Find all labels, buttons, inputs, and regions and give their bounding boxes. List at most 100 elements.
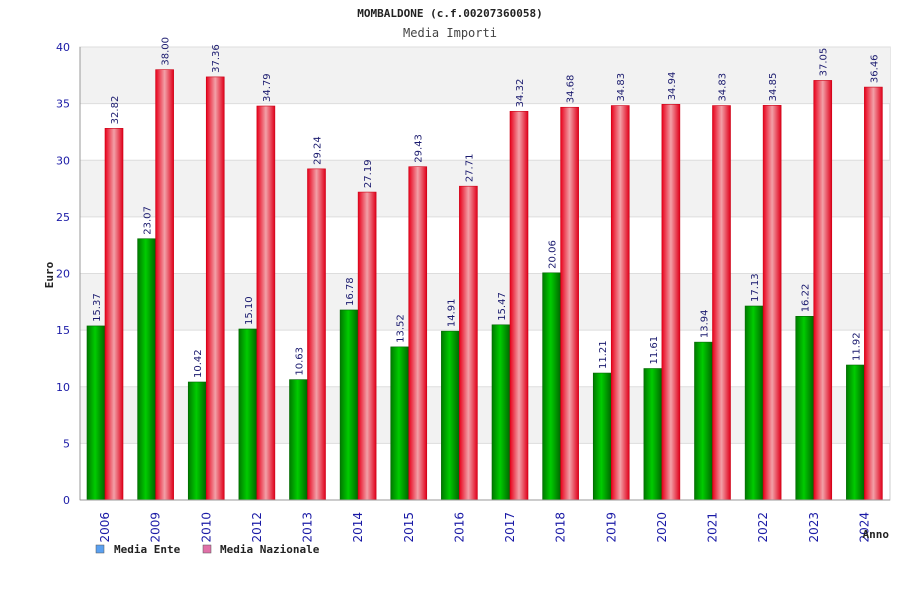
y-axis: 0 5 10 15 20 25 30 35 40 (56, 41, 890, 507)
bar-media-nazionale-2015 (408, 166, 428, 501)
bar-media-nazionale-2009 (155, 69, 174, 501)
bar-media-nazionale-2020 (661, 104, 681, 501)
chart-title: MOMBALDONE (c.f.00207360058) (357, 7, 542, 20)
bar-media-ente-2024 (846, 364, 865, 501)
y-tick-label: 25 (56, 211, 70, 224)
bar-media-nazionale-2014 (357, 191, 377, 501)
data-label-media-nazionale-2015: 29.43 (414, 134, 425, 163)
data-label-media-nazionale-2009: 38.00 (161, 37, 172, 66)
data-label-media-nazionale-2018: 34.68 (566, 75, 577, 104)
data-label-media-ente-2010: 10.42 (193, 349, 204, 378)
data-label-media-nazionale-2022: 34.85 (768, 73, 779, 102)
bar-media-nazionale-2022 (762, 105, 782, 501)
data-label-media-ente-2021: 13.94 (700, 309, 711, 338)
data-label-media-nazionale-2017: 34.32 (515, 79, 526, 108)
chart-subtitle: Media Importi (403, 26, 497, 40)
x-tick-label: 2020 (655, 512, 669, 543)
bar-media-ente-2022 (744, 305, 764, 501)
bar-media-nazionale-2023 (813, 80, 833, 501)
x-tick-label: 2021 (706, 512, 720, 543)
data-label-media-ente-2013: 10.63 (295, 347, 306, 376)
data-label-media-ente-2016: 14.91 (446, 299, 457, 328)
bar-media-ente-2018 (542, 272, 561, 501)
data-label-media-ente-2015: 13.52 (396, 314, 407, 343)
bar-media-nazionale-2021 (712, 105, 731, 501)
legend-swatch-media-nazionale (202, 544, 212, 554)
x-axis-label: Anno (863, 528, 890, 541)
data-label-media-nazionale-2013: 29.24 (313, 136, 324, 165)
bar-media-ente-2016 (441, 330, 460, 501)
bar-media-ente-2017 (491, 324, 511, 501)
bar-media-ente-2014 (339, 309, 359, 501)
y-tick-label: 30 (56, 154, 70, 167)
bar-media-nazionale-2012 (256, 105, 276, 501)
bar-media-ente-2021 (694, 341, 713, 501)
bar-media-ente-2010 (187, 381, 207, 501)
legend-item-media-nazionale: Media Nazionale (202, 543, 320, 556)
data-label-media-ente-2006: 15.37 (92, 293, 103, 322)
x-tick-label: 2019 (604, 512, 618, 543)
x-tick-label: 2015 (402, 512, 416, 543)
data-label-media-nazionale-2010: 37.36 (211, 44, 222, 73)
bars (86, 69, 883, 501)
bar-media-nazionale-2017 (509, 111, 529, 501)
legend-swatch-media-ente (95, 544, 105, 554)
data-label-media-nazionale-2024: 36.46 (869, 54, 880, 83)
data-label-media-ente-2024: 11.92 (851, 332, 862, 361)
x-tick-label: 2022 (756, 512, 770, 543)
x-tick-label: 2010 (199, 512, 213, 543)
bar-media-ente-2023 (795, 316, 815, 501)
data-labels: 15.37 32.82 23.07 38.00 10.42 37.36 15.10 34.79… (92, 37, 880, 378)
x-tick-label: 2023 (807, 512, 821, 543)
data-label-media-nazionale-2020: 34.94 (667, 72, 678, 101)
x-tick-label: 2018 (554, 512, 568, 543)
data-label-media-nazionale-2021: 34.83 (718, 73, 729, 102)
legend: Media Ente Media Nazionale (95, 543, 320, 556)
bar-media-nazionale-2013 (307, 168, 326, 501)
data-label-media-ente-2009: 23.07 (143, 206, 154, 235)
data-label-media-nazionale-2006: 32.82 (110, 96, 121, 125)
data-label-media-ente-2012: 15.10 (244, 296, 255, 325)
bar-media-nazionale-2019 (610, 105, 630, 501)
bar-media-ente-2012 (238, 328, 258, 501)
legend-item-media-ente: Media Ente (95, 543, 181, 556)
bar-media-ente-2020 (643, 368, 663, 501)
bar-media-ente-2013 (289, 379, 308, 501)
y-tick-label: 20 (56, 268, 70, 281)
bar-media-nazionale-2016 (459, 185, 478, 501)
data-label-media-ente-2018: 20.06 (548, 240, 559, 269)
bar-media-ente-2019 (592, 372, 612, 501)
y-tick-label: 15 (56, 324, 70, 337)
data-label-media-ente-2020: 11.61 (649, 336, 660, 365)
x-tick-label: 2024 (857, 512, 871, 543)
bar-media-ente-2009 (137, 238, 156, 501)
y-tick-label: 40 (56, 41, 70, 54)
data-label-media-ente-2023: 16.22 (801, 284, 812, 313)
y-tick-label: 10 (56, 381, 70, 394)
data-label-media-ente-2014: 16.78 (345, 277, 356, 306)
y-tick-label: 5 (63, 437, 70, 450)
x-axis: 2006 2009 2010 2012 2013 2014 2015 2016 2017 2018… (98, 512, 871, 543)
data-label-media-nazionale-2014: 27.19 (363, 159, 374, 188)
data-label-media-ente-2017: 15.47 (497, 292, 508, 321)
data-label-media-nazionale-2012: 34.79 (262, 73, 273, 102)
bar-media-nazionale-2006 (104, 128, 124, 501)
bar-media-ente-2015 (390, 346, 410, 501)
y-tick-label: 0 (63, 494, 70, 507)
legend-label-media-ente: Media Ente (114, 543, 181, 556)
y-tick-label: 35 (56, 98, 70, 111)
bar-media-ente-2006 (86, 325, 106, 501)
bar-media-nazionale-2024 (864, 86, 883, 501)
y-axis-label: Euro (43, 261, 56, 288)
x-tick-label: 2013 (301, 512, 315, 543)
x-tick-label: 2016 (452, 512, 466, 543)
legend-label-media-nazionale: Media Nazionale (220, 543, 320, 556)
x-tick-label: 2017 (503, 512, 517, 543)
x-tick-label: 2012 (250, 512, 264, 543)
x-tick-label: 2006 (98, 512, 112, 543)
data-label-media-nazionale-2019: 34.83 (616, 73, 627, 102)
bar-media-nazionale-2010 (205, 76, 225, 501)
x-tick-label: 2009 (149, 512, 163, 543)
data-label-media-nazionale-2023: 37.05 (819, 48, 830, 77)
